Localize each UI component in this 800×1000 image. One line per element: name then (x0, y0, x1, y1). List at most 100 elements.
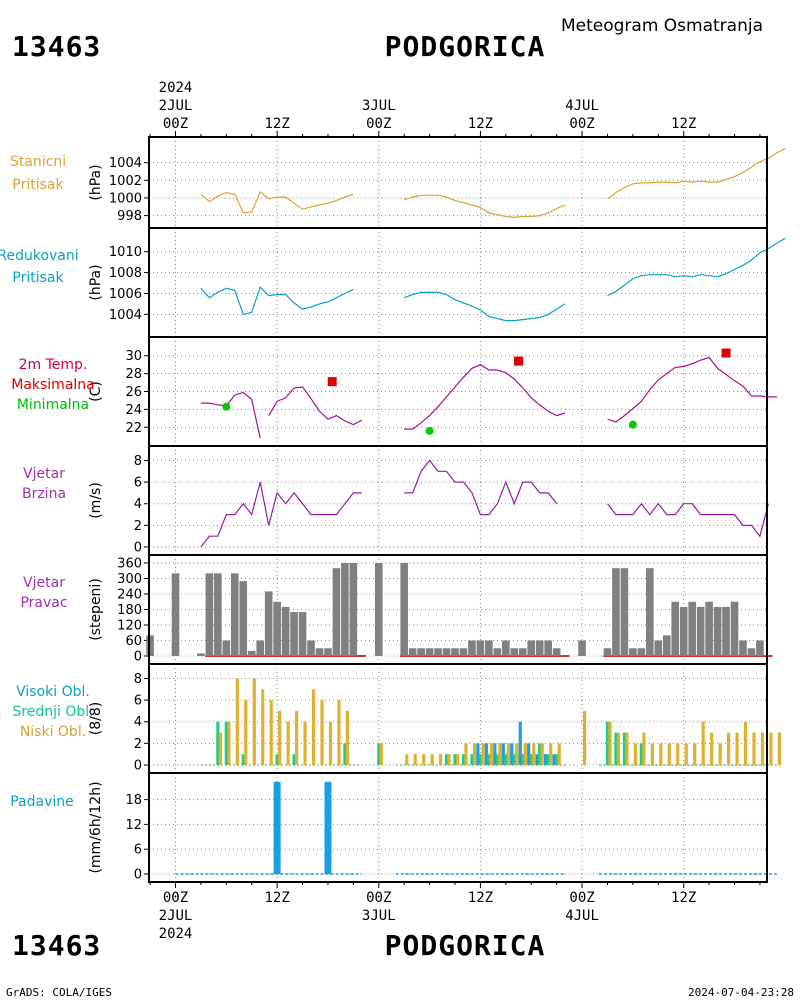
direction-bar (603, 648, 612, 656)
direction-bar (349, 563, 358, 656)
panel-label: Vjetar (23, 575, 65, 591)
y-tick-label: 0 (134, 868, 142, 883)
y-tick-label: 120 (117, 619, 142, 634)
cloud-bar (292, 754, 296, 765)
cloud-bar (447, 754, 451, 765)
cloud-bar (216, 721, 220, 765)
panel-label: Pritisak (12, 270, 64, 286)
min-marker (425, 426, 434, 435)
cloud-bar (275, 754, 279, 765)
cloud-bar (557, 743, 561, 765)
y-tick-label: 60 (125, 634, 142, 649)
cloud-bar (546, 754, 550, 765)
y-tick-label: 360 (117, 557, 142, 572)
cloud-bar (345, 710, 350, 765)
series-line (607, 356, 777, 423)
y-tick-label: 1010 (109, 245, 142, 260)
direction-bar (315, 648, 324, 656)
direction-bar (620, 568, 629, 656)
y-tick-label: 1008 (109, 266, 142, 281)
direction-bar (722, 606, 730, 656)
cloud-bar (311, 689, 316, 765)
direction-bar (298, 612, 307, 656)
cloud-bar (743, 721, 748, 765)
y-tick-label: 4 (134, 715, 142, 730)
y-tick-label: 180 (117, 603, 142, 618)
cloud-bar (295, 710, 299, 765)
cloud-bar (464, 743, 468, 765)
direction-bar (374, 563, 383, 656)
cloud-bar (540, 743, 544, 765)
y-tick-label: 24 (125, 403, 142, 418)
panel-reduced_pressure: 1004 1006 1008 1010 (hPa) Redukovani Pritisak (0, 227, 786, 338)
series-line (403, 291, 566, 322)
cloud-bar (444, 754, 449, 765)
direction-bar (654, 640, 663, 656)
panel-label: Pravac (20, 595, 67, 611)
cloud-bar (481, 743, 485, 765)
direction-bar (696, 606, 705, 656)
time-label-bottom: 4JUL (565, 908, 599, 924)
y-tick-label: 6 (134, 843, 142, 858)
y-tick-label: 1006 (109, 287, 142, 302)
panel-label: 2m Temp. (19, 357, 88, 373)
cloud-bar (379, 743, 383, 765)
y-axis-label: (hPa) (88, 164, 104, 200)
direction-bar (417, 648, 425, 656)
cloud-bar (529, 754, 533, 765)
max-marker (327, 377, 337, 387)
cloud-bar (489, 743, 494, 765)
panel-label: Pritisak (12, 177, 64, 193)
cloud-bar (676, 743, 680, 765)
y-tick-label: 1000 (109, 191, 142, 206)
direction-bar (713, 606, 722, 656)
cloud-bar (286, 721, 290, 765)
cloud-bar (608, 721, 612, 765)
cloud-bar (693, 743, 697, 765)
y-tick-label: 1004 (109, 156, 142, 171)
cloud-bar (535, 754, 539, 765)
direction-bar (230, 573, 239, 656)
station-id-bottom: 13463 (12, 929, 101, 962)
cloud-bar (710, 732, 714, 765)
y-tick-label: 240 (117, 588, 142, 603)
cloud-bar (523, 743, 527, 765)
cloud-bar (504, 754, 508, 765)
panel-label: Redukovani (0, 248, 79, 264)
time-label-top: 2JUL (159, 98, 193, 114)
direction-bar (205, 573, 214, 656)
cloud-bar (377, 743, 381, 765)
cloud-bar (752, 732, 756, 765)
panel-label: Niski Obl. (20, 724, 86, 740)
y-tick-label: 1004 (109, 308, 142, 323)
direction-bar (671, 601, 680, 656)
time-label-bottom: 00Z (569, 890, 594, 906)
y-tick-label: 0 (134, 759, 142, 774)
cloud-bar (633, 743, 638, 765)
meteogram-subtitle: Meteogram Osmatranja (561, 16, 763, 36)
direction-bar (485, 640, 493, 656)
direction-bar (468, 640, 476, 656)
cloud-bar (616, 732, 621, 765)
station-name-bottom: PODGORICA (385, 929, 546, 962)
y-tick-label: 28 (125, 367, 142, 382)
direction-bar (442, 648, 451, 656)
y-axis-label: (stepeni) (88, 578, 104, 641)
time-label-bottom: 3JUL (362, 908, 396, 924)
y-tick-label: 12 (125, 818, 142, 833)
panel-label: Visoki Obl. (16, 684, 90, 700)
direction-bar (239, 581, 248, 656)
series-line (404, 364, 566, 430)
time-label-bottom: 2024 (159, 926, 193, 942)
direction-bar (502, 640, 510, 656)
cloud-bar (227, 721, 231, 765)
time-label-bottom: 12Z (264, 890, 289, 906)
direction-bar (425, 648, 434, 656)
cloud-bar (439, 754, 443, 765)
panel-label: Srednji Obl. (12, 704, 93, 720)
direction-bar (535, 640, 544, 656)
y-axis-label: (C) (88, 381, 104, 402)
cloud-bar (532, 743, 536, 765)
